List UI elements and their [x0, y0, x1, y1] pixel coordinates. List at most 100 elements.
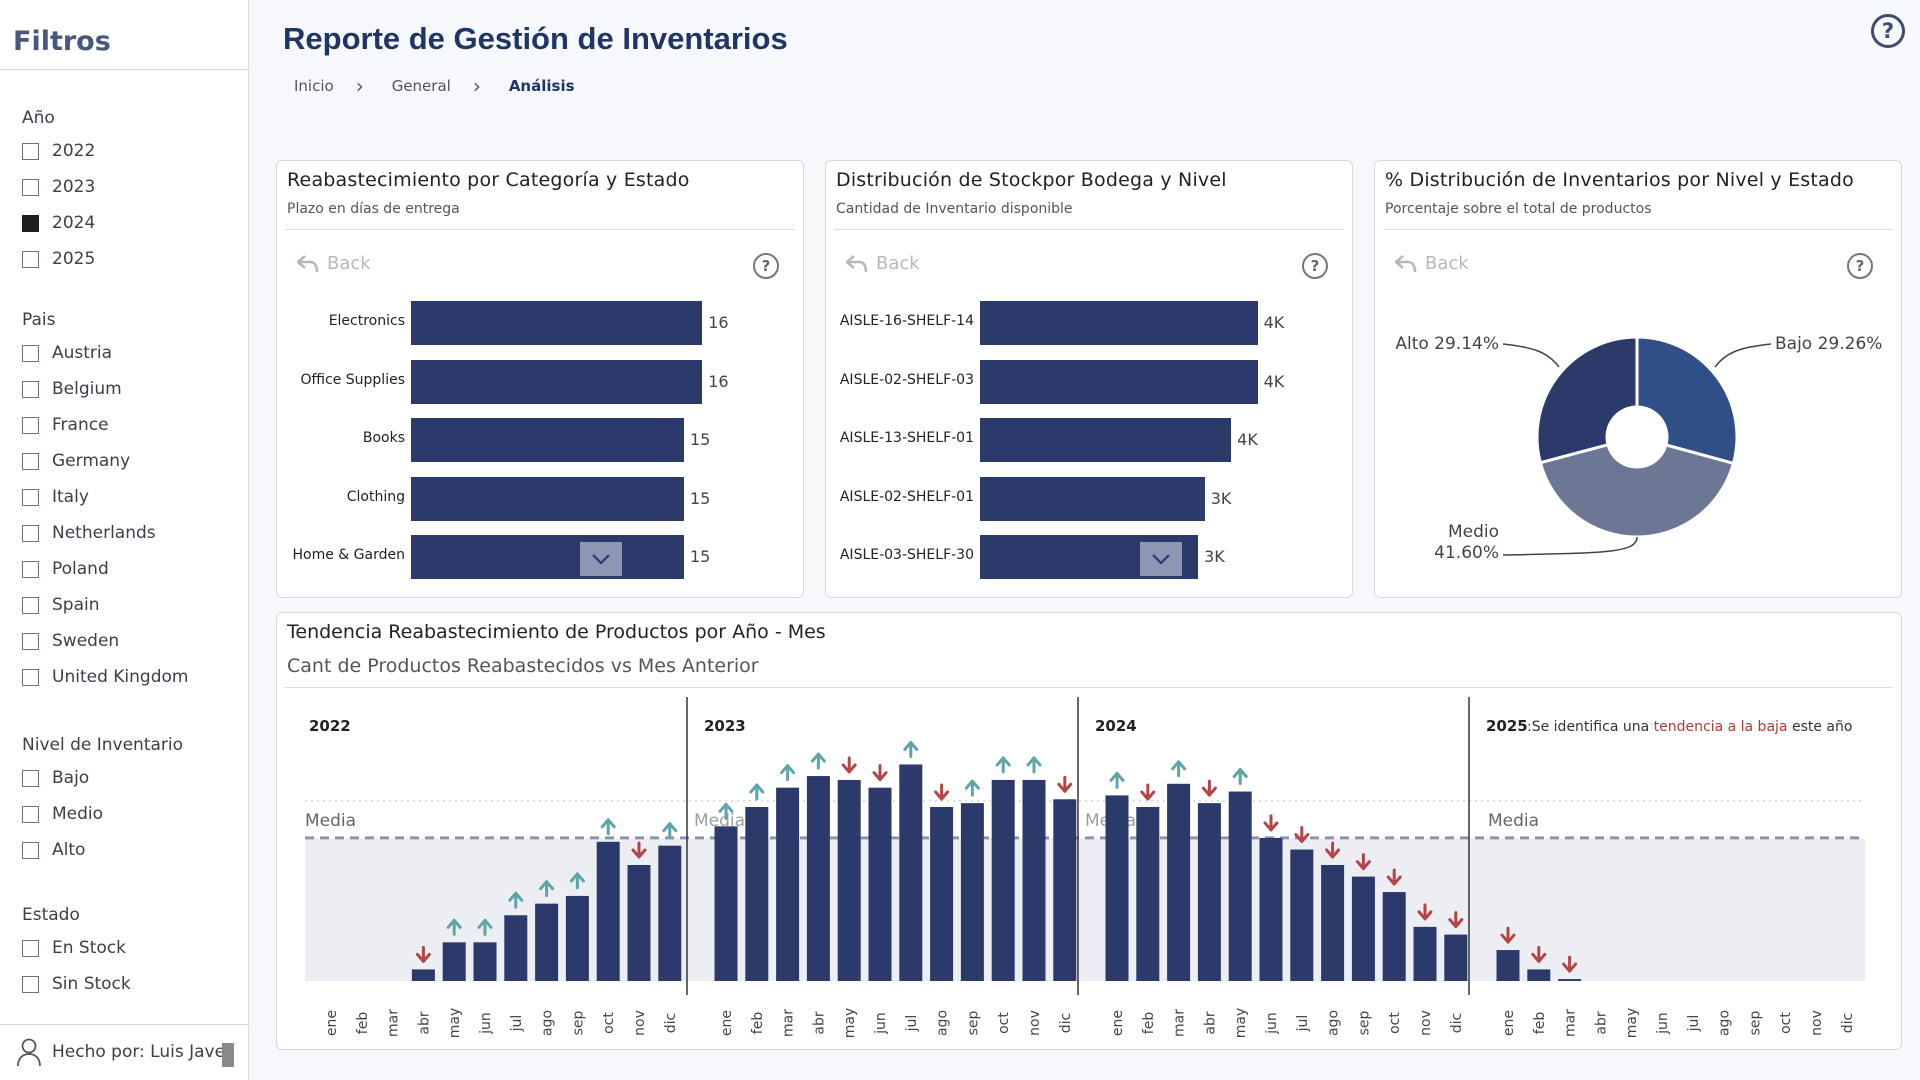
trend-bar[interactable]: [1053, 799, 1077, 981]
breadcrumb-general[interactable]: General: [391, 77, 451, 95]
trend-bar[interactable]: [960, 803, 984, 981]
filter-option-2025[interactable]: 2025: [22, 248, 95, 270]
filter-option-2023[interactable]: 2023: [22, 176, 95, 198]
filter-option-belgium[interactable]: Belgium: [22, 378, 122, 400]
checkbox[interactable]: [22, 596, 39, 614]
bar-row[interactable]: AISLE-13-SHELF-01 4K: [826, 418, 1354, 462]
filter-option-italy[interactable]: Italy: [22, 486, 89, 508]
breadcrumb-analisis[interactable]: Análisis: [508, 77, 575, 95]
bar[interactable]: [411, 301, 703, 345]
filter-option-en-stock[interactable]: En Stock: [22, 937, 126, 959]
scrollbar-thumb[interactable]: [222, 1043, 234, 1067]
trend-bar[interactable]: [776, 787, 800, 981]
trend-bar[interactable]: [1022, 779, 1046, 981]
filter-option-bajo[interactable]: Bajo: [22, 767, 89, 789]
bar-row[interactable]: Clothing 15: [277, 476, 805, 521]
trend-bar[interactable]: [1351, 876, 1375, 981]
bar[interactable]: [980, 359, 1258, 404]
trend-bar[interactable]: [930, 807, 954, 981]
trend-bar[interactable]: [565, 895, 589, 981]
back-button[interactable]: Back: [846, 253, 920, 274]
filter-option-2022[interactable]: 2022: [22, 140, 95, 162]
checkbox[interactable]: [22, 805, 39, 823]
trend-bar[interactable]: [868, 787, 892, 981]
pie-slice-bajo[interactable]: [1635, 335, 1739, 466]
help-icon[interactable]: ?: [1847, 253, 1873, 279]
filter-option-sin-stock[interactable]: Sin Stock: [22, 973, 131, 995]
bar-row[interactable]: Home & Garden 15: [277, 535, 805, 579]
bar-row[interactable]: Office Supplies 16: [277, 359, 805, 404]
trend-bar[interactable]: [473, 942, 497, 981]
filter-option-poland[interactable]: Poland: [22, 558, 109, 580]
back-button[interactable]: Back: [1395, 253, 1469, 274]
filter-option-sweden[interactable]: Sweden: [22, 630, 119, 652]
trend-bar[interactable]: [1228, 791, 1252, 981]
checkbox[interactable]: [22, 380, 39, 398]
checkbox[interactable]: [22, 668, 39, 686]
checkbox[interactable]: [22, 560, 39, 578]
trend-bar[interactable]: [1136, 807, 1160, 981]
pie-slice-medio[interactable]: [1538, 442, 1736, 539]
bar[interactable]: [411, 359, 703, 404]
help-icon[interactable]: ?: [1302, 253, 1328, 279]
trend-bar[interactable]: [1290, 849, 1314, 981]
checkbox[interactable]: [22, 344, 39, 362]
bar-row[interactable]: AISLE-03-SHELF-30 3K: [826, 535, 1354, 579]
trend-bar[interactable]: [1558, 979, 1582, 981]
checkbox[interactable]: [22, 769, 39, 787]
trend-bar[interactable]: [1444, 934, 1468, 981]
bar-row[interactable]: AISLE-16-SHELF-14 4K: [826, 301, 1354, 345]
checkbox[interactable]: [22, 939, 39, 957]
trend-bar[interactable]: [899, 764, 923, 981]
bar-row[interactable]: Books 15: [277, 418, 805, 462]
filter-option-netherlands[interactable]: Netherlands: [22, 522, 156, 544]
checkbox[interactable]: [22, 841, 39, 859]
trend-bar[interactable]: [1321, 865, 1345, 981]
chevron-down-icon[interactable]: [1140, 542, 1182, 576]
chevron-down-icon[interactable]: [580, 542, 622, 576]
checkbox[interactable]: [22, 250, 39, 268]
filter-option-france[interactable]: France: [22, 414, 109, 436]
bar[interactable]: [411, 476, 684, 521]
filter-option-alto[interactable]: Alto: [22, 839, 85, 861]
filter-option-austria[interactable]: Austria: [22, 342, 112, 364]
checkbox[interactable]: [22, 142, 39, 160]
filter-option-2024[interactable]: 2024: [22, 212, 95, 234]
trend-bar[interactable]: [1382, 892, 1406, 981]
checkbox[interactable]: [22, 524, 39, 542]
checkbox[interactable]: [22, 452, 39, 470]
trend-bar[interactable]: [745, 807, 769, 981]
trend-bar[interactable]: [1527, 969, 1551, 981]
trend-bar[interactable]: [991, 779, 1015, 981]
trend-bar[interactable]: [411, 969, 435, 981]
bar[interactable]: [411, 418, 684, 462]
bar[interactable]: [980, 476, 1205, 521]
trend-bar[interactable]: [1496, 950, 1520, 981]
trend-bar[interactable]: [442, 942, 466, 981]
bar-row[interactable]: Electronics 16: [277, 301, 805, 345]
checkbox[interactable]: [22, 975, 39, 993]
trend-bar[interactable]: [504, 915, 528, 981]
pie-slice-alto[interactable]: [1535, 335, 1639, 465]
trend-bar[interactable]: [806, 776, 830, 981]
trend-bar[interactable]: [596, 841, 620, 981]
checkbox[interactable]: [22, 488, 39, 506]
trend-bar[interactable]: [837, 779, 861, 981]
filter-option-germany[interactable]: Germany: [22, 450, 130, 472]
breadcrumb-inicio[interactable]: Inicio: [294, 77, 334, 95]
checkbox[interactable]: [22, 416, 39, 434]
trend-bar[interactable]: [1167, 783, 1191, 981]
trend-bar[interactable]: [535, 903, 559, 981]
checkbox[interactable]: [22, 178, 39, 196]
trend-bar[interactable]: [1413, 926, 1437, 981]
trend-bar[interactable]: [1259, 837, 1283, 981]
filter-option-united-kingdom[interactable]: United Kingdom: [22, 666, 188, 688]
checkbox[interactable]: [22, 214, 39, 232]
bar-row[interactable]: AISLE-02-SHELF-03 4K: [826, 359, 1354, 404]
bar[interactable]: [980, 418, 1232, 462]
bar-row[interactable]: AISLE-02-SHELF-01 3K: [826, 476, 1354, 521]
checkbox[interactable]: [22, 632, 39, 650]
bar[interactable]: [411, 535, 684, 579]
trend-bar[interactable]: [1105, 795, 1129, 981]
help-icon[interactable]: ?: [1871, 14, 1905, 48]
